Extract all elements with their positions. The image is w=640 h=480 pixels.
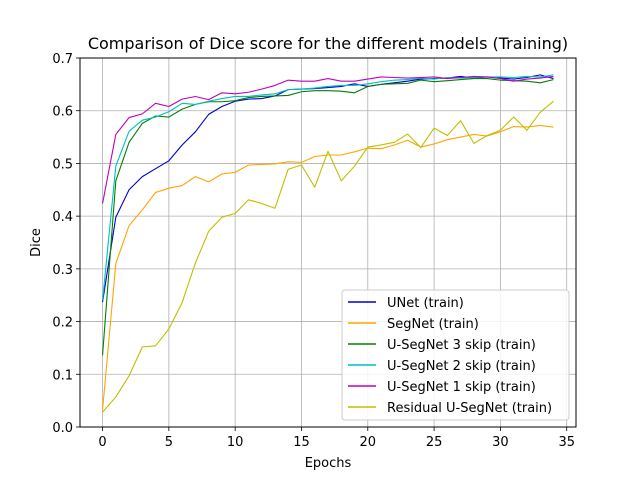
chart-title: Comparison of Dice score for the differe… — [88, 34, 568, 53]
y-tick-label: 0.6 — [52, 105, 73, 120]
legend-label: U-SegNet 2 skip (train) — [387, 359, 536, 374]
y-tick-label: 0.2 — [52, 316, 73, 331]
x-tick-label: 25 — [426, 435, 443, 450]
series-lines — [102, 74, 554, 413]
x-tick-label: 10 — [227, 435, 244, 450]
x-tick-label: 5 — [165, 435, 173, 450]
axis-ticks: 0 5 10 15 20 25 30 35 0.0 0.1 0.2 0.3 0.4 0.5 0.6 0.7 — [52, 52, 575, 450]
series-line-2 — [102, 78, 554, 356]
y-tick-label: 0.0 — [52, 421, 73, 436]
x-tick-label: 0 — [98, 435, 106, 450]
x-tick-label: 20 — [360, 435, 377, 450]
y-tick-label: 0.7 — [52, 52, 73, 67]
legend-label: SegNet (train) — [387, 317, 479, 332]
y-tick-label: 0.3 — [52, 263, 73, 278]
legend-label: Residual U-SegNet (train) — [387, 401, 552, 416]
y-tick-label: 0.5 — [52, 157, 73, 172]
y-axis-label: Dice — [29, 228, 44, 257]
y-tick-label: 0.1 — [52, 368, 73, 383]
y-tick-label: 0.4 — [52, 210, 73, 225]
legend-label: U-SegNet 1 skip (train) — [387, 380, 536, 395]
x-tick-label: 15 — [293, 435, 310, 450]
series-line-4 — [102, 75, 554, 204]
legend-box — [341, 289, 570, 421]
series-line-3 — [102, 74, 554, 301]
legend: UNet (train) SegNet (train) U-SegNet 3 ski… — [341, 289, 570, 421]
x-tick-label: 35 — [558, 435, 575, 450]
x-tick-label: 30 — [492, 435, 509, 450]
legend-label: U-SegNet 3 skip (train) — [387, 338, 536, 353]
series-line-5 — [102, 100, 554, 413]
legend-label: UNet (train) — [387, 296, 464, 311]
plot-frame — [79, 57, 577, 428]
series-line-1 — [102, 124, 554, 411]
x-axis-label: Epochs — [305, 456, 352, 471]
